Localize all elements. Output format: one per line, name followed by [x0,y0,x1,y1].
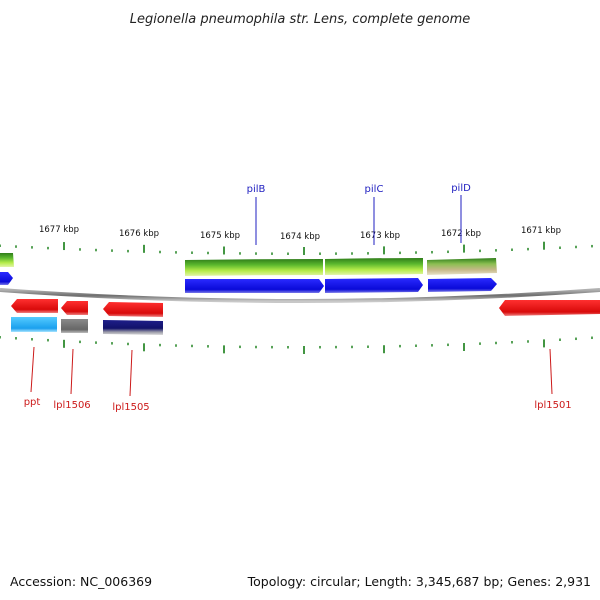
left-edge-green-feature[interactable] [0,253,14,267]
genome-summary-text: Topology: circular; Length: 3,345,687 bp… [247,574,591,589]
bottom-scale-ticks [0,336,593,354]
gene-label-lpl1501[interactable]: lpl1501 [534,400,571,411]
gene-label-pilB[interactable]: pilB [247,184,266,195]
gene-label-lpl1505[interactable]: lpl1505 [112,402,149,413]
top-gene-labels: pilB pilC pilD [247,183,471,245]
bottom-gene-labels: ppt lpl1506 lpl1505 lpl1501 [24,346,572,413]
scale-label-1676: 1676 kbp [119,229,159,239]
gene-label-ppt[interactable]: ppt [24,397,41,408]
cyan-feature[interactable] [11,317,57,332]
pilD-cds-arrow[interactable] [428,278,497,292]
left-edge-blue-feature[interactable] [0,272,13,285]
pilC-cds-arrow[interactable] [325,278,423,293]
pilB-cds-arrow[interactable] [185,279,324,293]
pilB-green-band[interactable] [185,259,323,276]
genome-title: Legionella pneumophila str. Lens, comple… [130,12,471,27]
lpl1506-cds-arrow[interactable] [61,301,88,315]
lpl1501-cds-arrow[interactable] [499,300,600,316]
scale-label-1675: 1675 kbp [200,231,240,241]
pilD-green-band[interactable] [427,258,497,275]
ppt-leader [30,346,35,393]
gene-label-pilD[interactable]: pilD [451,183,471,194]
scale-label-1674: 1674 kbp [280,232,320,242]
scale-label-1677: 1677 kbp [39,225,79,235]
scale-label-1671: 1671 kbp [521,226,561,236]
lpl1505-leader [129,349,133,397]
scale-labels: 1677 kbp 1676 kbp 1675 kbp 1674 kbp 1673… [39,225,561,242]
genome-backbone [0,288,600,303]
lpl1505-cds-arrow[interactable] [103,302,163,317]
top-scale-ticks [0,241,593,255]
gene-label-lpl1506[interactable]: lpl1506 [53,400,90,411]
lpl1506-leader [70,348,74,395]
lpl1501-leader [549,348,553,395]
scale-label-1673: 1673 kbp [360,231,400,241]
accession-text: Accession: NC_006369 [10,574,152,589]
navy-feature[interactable] [103,320,163,335]
ppt-cds-arrow[interactable] [11,299,58,313]
gene-label-pilC[interactable]: pilC [365,184,384,195]
gray-feature[interactable] [61,319,88,333]
pilC-green-band[interactable] [325,258,423,275]
